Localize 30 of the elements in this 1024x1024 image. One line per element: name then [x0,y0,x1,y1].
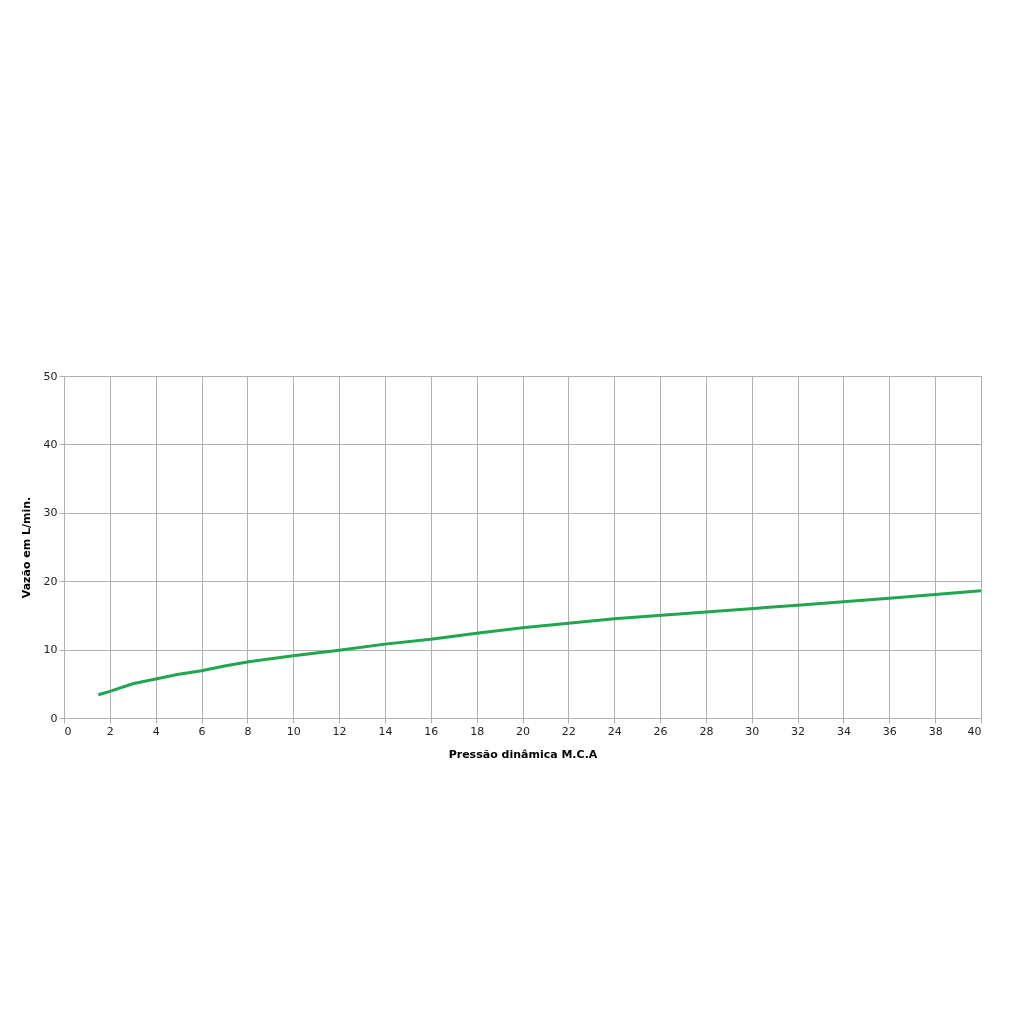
x-tick-label: 34 [836,724,851,738]
x-tick-label: 26 [653,724,668,738]
x-tick-label: 14 [378,724,393,738]
y-tick-label: 40 [43,437,58,451]
x-tick-label: 10 [286,724,301,738]
y-tick-label: 50 [43,369,58,383]
x-tick-label: 28 [699,724,714,738]
x-tick-label: 8 [244,724,252,738]
x-tick-label: 40 [967,724,982,738]
x-tick-label: 32 [791,724,806,738]
x-tick-label: 30 [745,724,760,738]
y-axis-title: Vazão em L/min. [19,496,33,599]
y-tick-label: 30 [43,506,58,520]
x-tick-label: 20 [516,724,530,738]
x-tick-label: 2 [106,724,114,738]
x-tick-label: 36 [882,724,897,738]
x-tick-label: 18 [470,724,485,738]
y-tick-label: 10 [43,643,58,657]
x-tick-label: 4 [152,724,160,738]
x-tick-label: 24 [607,724,622,738]
x-axis-title: Pressão dinâmica M.C.A [448,747,598,761]
x-tick-label: 38 [928,724,943,738]
x-tick-label: 12 [332,724,347,738]
y-tick-label: 0 [50,711,58,725]
y-tick-label: 20 [43,574,58,588]
x-tick-label: 16 [424,724,439,738]
line-series [96,589,983,697]
x-tick-label: 0 [64,724,72,738]
x-tick-label: 22 [561,724,576,738]
x-tick-label: 6 [198,724,206,738]
